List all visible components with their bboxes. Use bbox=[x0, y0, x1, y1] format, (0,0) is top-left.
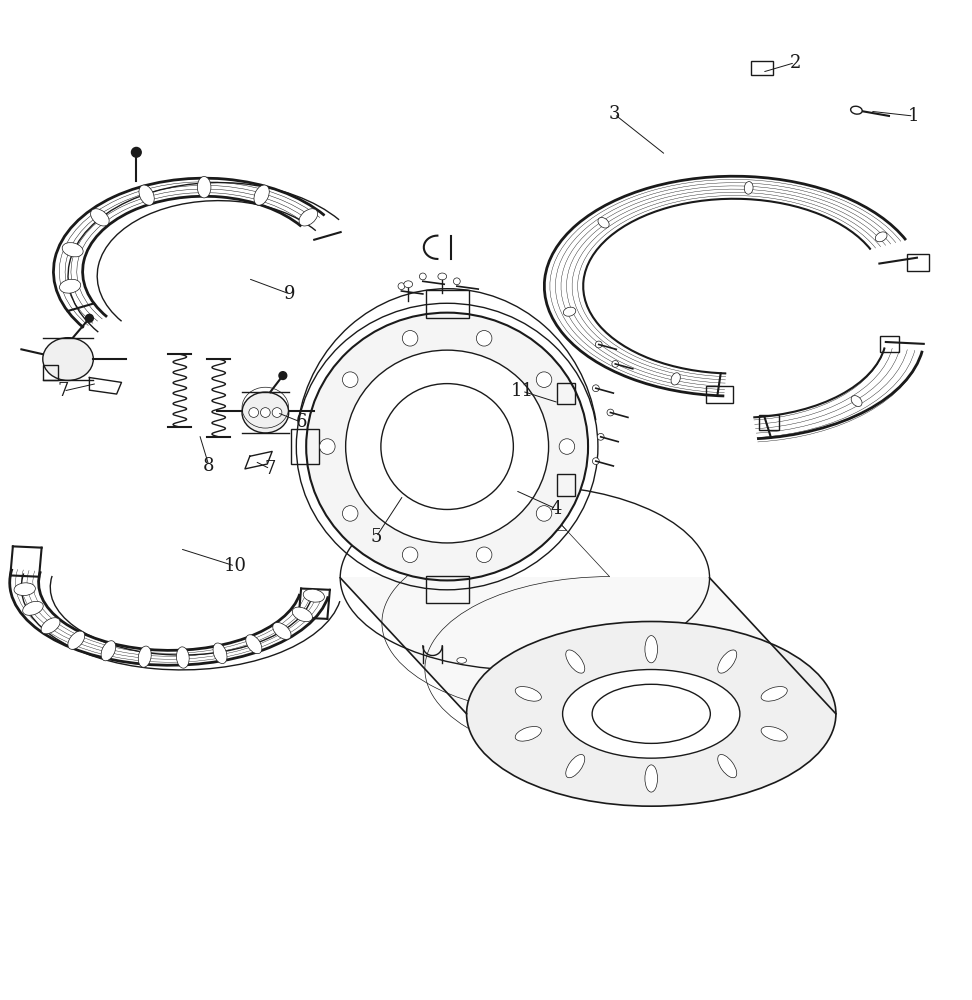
Polygon shape bbox=[340, 578, 836, 714]
Ellipse shape bbox=[515, 726, 541, 741]
Ellipse shape bbox=[399, 283, 404, 290]
Ellipse shape bbox=[41, 618, 60, 634]
Bar bbox=[426, 576, 469, 603]
Ellipse shape bbox=[537, 506, 552, 521]
Ellipse shape bbox=[559, 439, 574, 454]
Bar bbox=[751, 61, 773, 75]
Ellipse shape bbox=[515, 687, 541, 701]
Ellipse shape bbox=[875, 232, 887, 242]
Ellipse shape bbox=[607, 409, 614, 416]
Ellipse shape bbox=[592, 684, 711, 743]
Ellipse shape bbox=[597, 433, 604, 440]
Ellipse shape bbox=[563, 670, 740, 758]
Ellipse shape bbox=[197, 177, 211, 198]
Ellipse shape bbox=[476, 331, 492, 346]
Bar bbox=[292, 429, 319, 464]
Ellipse shape bbox=[592, 385, 599, 392]
Ellipse shape bbox=[457, 657, 467, 663]
Bar bbox=[43, 365, 58, 380]
Ellipse shape bbox=[717, 650, 737, 673]
Ellipse shape bbox=[306, 313, 588, 580]
Text: 4: 4 bbox=[550, 500, 562, 518]
Ellipse shape bbox=[90, 209, 109, 226]
Ellipse shape bbox=[131, 147, 141, 157]
Ellipse shape bbox=[272, 408, 282, 417]
Ellipse shape bbox=[138, 646, 152, 667]
Text: 5: 5 bbox=[370, 528, 382, 546]
Text: 10: 10 bbox=[224, 557, 247, 575]
Ellipse shape bbox=[86, 314, 93, 322]
Bar bbox=[557, 383, 574, 404]
Ellipse shape bbox=[279, 372, 287, 379]
Ellipse shape bbox=[299, 209, 318, 226]
Text: 6: 6 bbox=[295, 413, 307, 431]
Ellipse shape bbox=[476, 547, 492, 563]
Ellipse shape bbox=[303, 589, 325, 602]
Text: 8: 8 bbox=[203, 457, 215, 475]
Text: 7: 7 bbox=[57, 382, 69, 400]
Ellipse shape bbox=[612, 361, 619, 367]
Ellipse shape bbox=[645, 765, 657, 792]
Ellipse shape bbox=[242, 392, 289, 433]
Ellipse shape bbox=[246, 635, 261, 654]
Ellipse shape bbox=[139, 185, 155, 205]
Ellipse shape bbox=[592, 458, 599, 465]
Text: 3: 3 bbox=[608, 105, 620, 123]
Ellipse shape bbox=[213, 643, 227, 664]
Ellipse shape bbox=[761, 687, 787, 701]
Bar bbox=[880, 336, 899, 352]
Ellipse shape bbox=[566, 650, 585, 673]
Bar bbox=[426, 290, 469, 318]
Ellipse shape bbox=[420, 273, 426, 280]
Ellipse shape bbox=[402, 547, 418, 563]
Ellipse shape bbox=[68, 631, 85, 649]
Ellipse shape bbox=[320, 439, 335, 454]
Bar bbox=[557, 474, 574, 496]
Ellipse shape bbox=[59, 279, 81, 293]
Ellipse shape bbox=[437, 273, 447, 280]
Bar bbox=[759, 415, 779, 430]
Ellipse shape bbox=[671, 373, 680, 385]
Text: 9: 9 bbox=[284, 285, 295, 303]
Polygon shape bbox=[245, 451, 272, 469]
Ellipse shape bbox=[717, 755, 737, 778]
Ellipse shape bbox=[14, 583, 35, 596]
Ellipse shape bbox=[467, 621, 836, 806]
Ellipse shape bbox=[645, 636, 657, 663]
Ellipse shape bbox=[537, 372, 552, 387]
Ellipse shape bbox=[566, 755, 585, 778]
Ellipse shape bbox=[595, 341, 603, 348]
Text: 2: 2 bbox=[789, 54, 801, 72]
Ellipse shape bbox=[402, 331, 418, 346]
Ellipse shape bbox=[342, 506, 358, 521]
Text: 1: 1 bbox=[908, 107, 920, 125]
Ellipse shape bbox=[260, 408, 270, 417]
Ellipse shape bbox=[745, 182, 753, 194]
Text: 11: 11 bbox=[510, 382, 534, 400]
Ellipse shape bbox=[564, 307, 575, 316]
Ellipse shape bbox=[598, 217, 609, 228]
Ellipse shape bbox=[851, 396, 862, 406]
Ellipse shape bbox=[453, 278, 461, 285]
Ellipse shape bbox=[273, 623, 291, 639]
Ellipse shape bbox=[342, 372, 358, 387]
Ellipse shape bbox=[381, 384, 513, 509]
Ellipse shape bbox=[403, 281, 412, 288]
Ellipse shape bbox=[346, 350, 548, 543]
Ellipse shape bbox=[177, 647, 190, 668]
Bar bbox=[706, 386, 733, 403]
Ellipse shape bbox=[62, 243, 84, 257]
Ellipse shape bbox=[850, 106, 862, 114]
Ellipse shape bbox=[43, 338, 93, 380]
Ellipse shape bbox=[293, 607, 312, 622]
Ellipse shape bbox=[249, 408, 259, 417]
Ellipse shape bbox=[101, 641, 116, 661]
Text: 7: 7 bbox=[264, 460, 276, 478]
Ellipse shape bbox=[761, 726, 787, 741]
Ellipse shape bbox=[22, 601, 43, 615]
Ellipse shape bbox=[254, 185, 269, 205]
Bar bbox=[907, 254, 928, 271]
Polygon shape bbox=[89, 378, 122, 394]
